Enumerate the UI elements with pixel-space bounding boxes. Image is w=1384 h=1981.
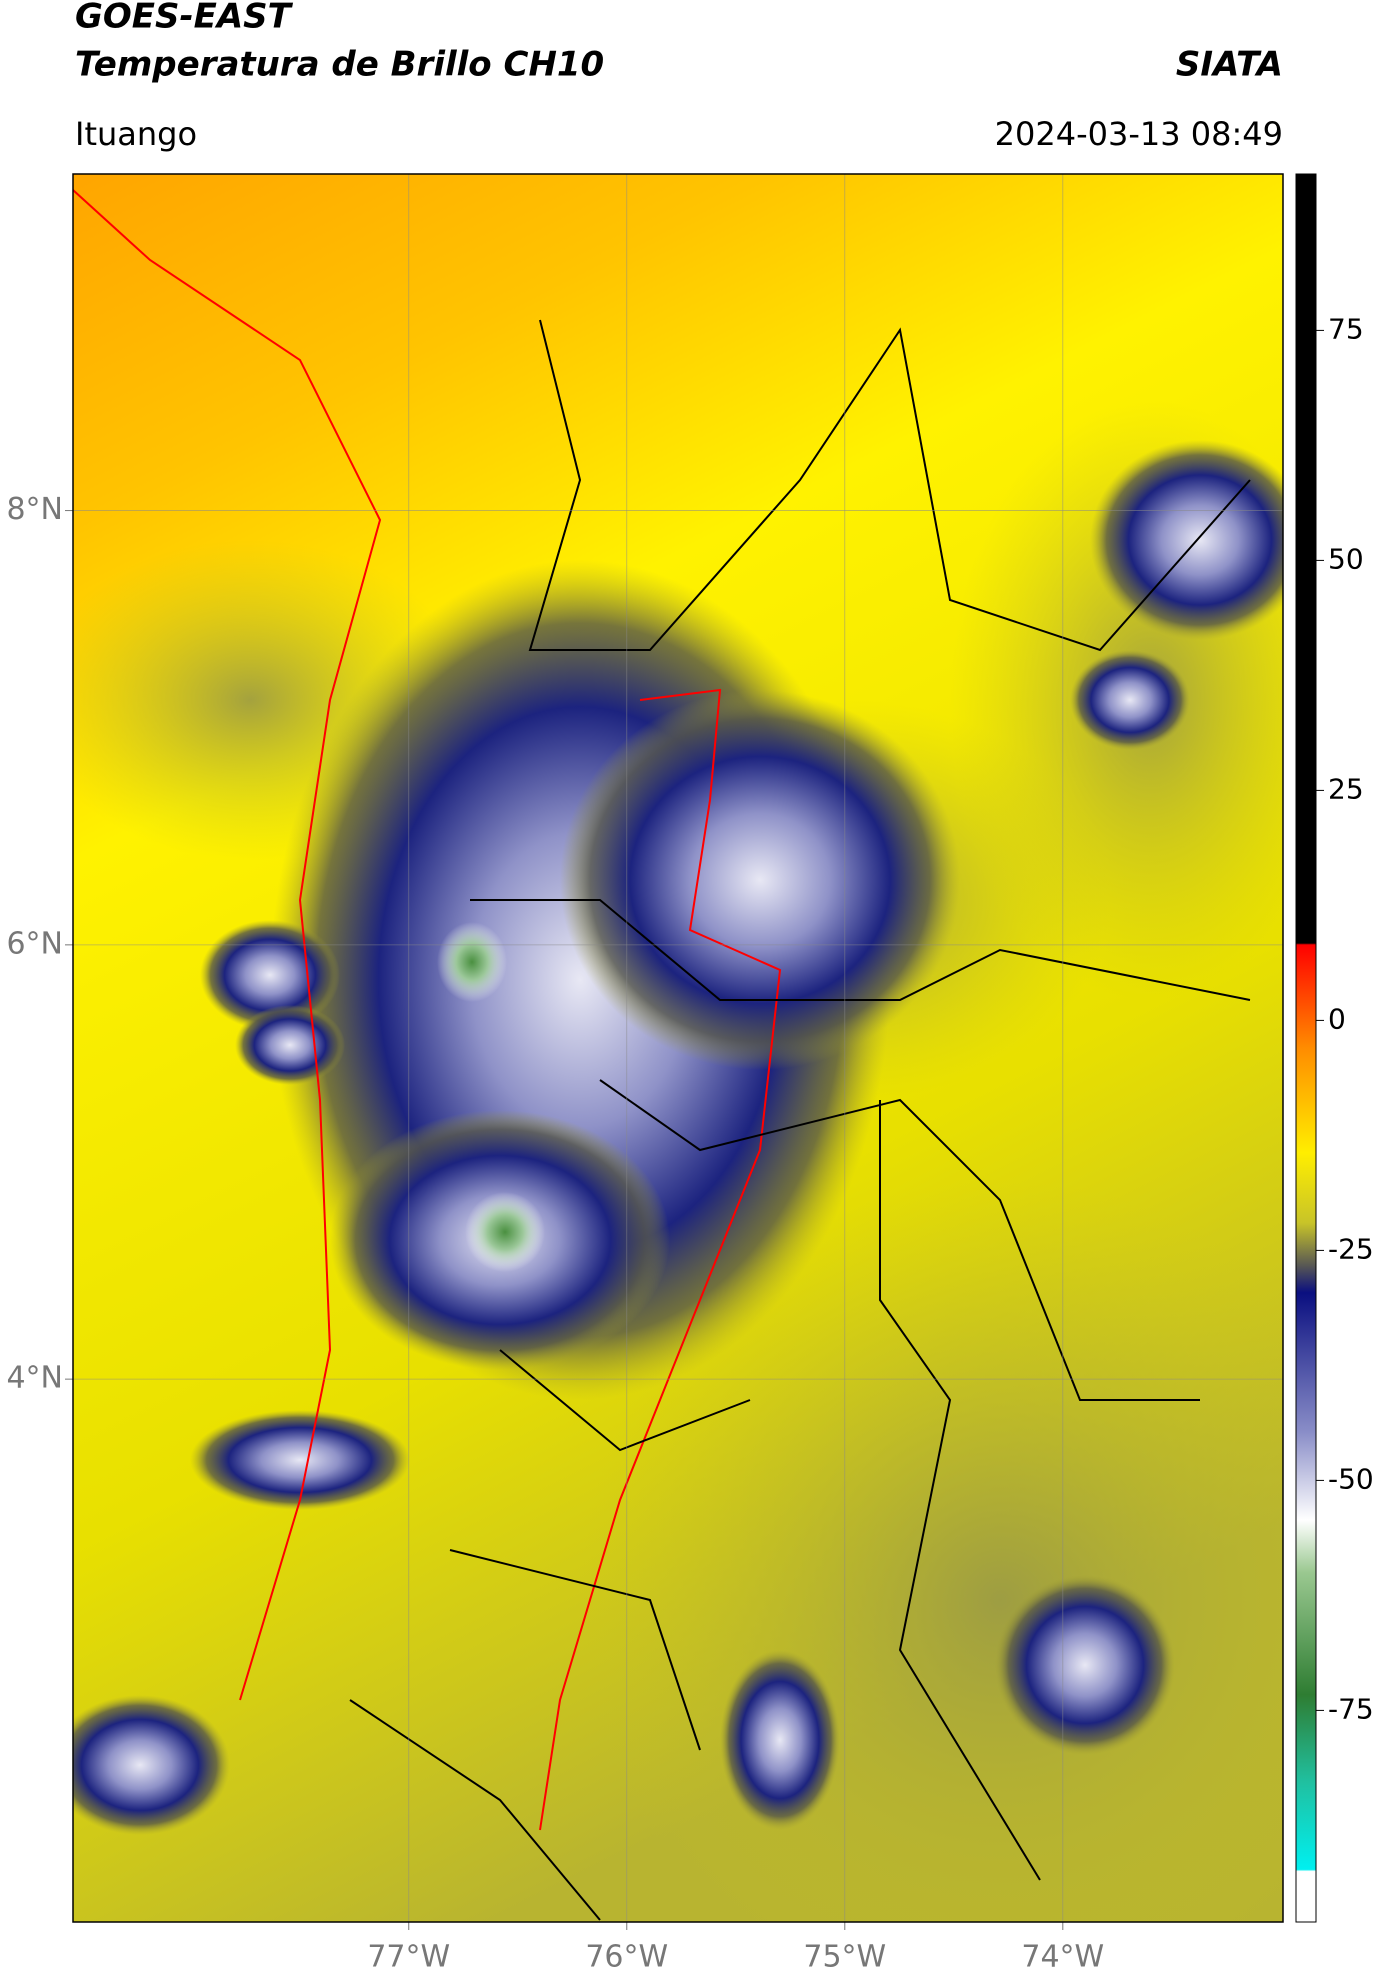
admin-border <box>349 319 1251 1921</box>
cloud <box>720 1650 840 1830</box>
title: GOES-EAST <box>75 0 294 37</box>
colorbar-label: 50 <box>1328 542 1364 575</box>
y-tick-label: 4°N <box>6 1361 63 1396</box>
x-tick-label: 75°W <box>803 1940 886 1975</box>
coastline <box>73 189 382 1701</box>
source: SIATA <box>1176 45 1283 85</box>
department-border <box>539 688 782 1831</box>
y-tick-label: 8°N <box>6 492 63 527</box>
cold-core <box>465 1192 545 1272</box>
colorbar-label: 75 <box>1328 312 1364 345</box>
colorbar-label: -25 <box>1328 1232 1374 1265</box>
cloud <box>560 690 960 1070</box>
satellite-image <box>73 174 1283 1922</box>
cloud <box>1070 650 1190 750</box>
subtitle: Temperatura de Brillo CH10 <box>75 45 604 85</box>
cloud <box>1090 440 1283 640</box>
datetime: 2024-03-13 08:49 <box>995 115 1283 153</box>
x-tick-label: 76°W <box>585 1940 668 1975</box>
cloud <box>73 1695 230 1835</box>
colorbar-label: 0 <box>1328 1002 1346 1035</box>
y-tick-label: 6°N <box>6 926 63 961</box>
cloud <box>235 1005 345 1085</box>
colorbar-label: -75 <box>1328 1692 1374 1725</box>
colorbar-label: 25 <box>1328 772 1364 805</box>
location: Ituango <box>75 115 197 153</box>
cold-core <box>437 922 507 1002</box>
cloud <box>190 1410 410 1510</box>
colorbar <box>1295 173 1317 1923</box>
map-frame <box>72 173 1284 1923</box>
x-tick-label: 77°W <box>367 1940 450 1975</box>
cloud <box>995 1575 1175 1755</box>
colorbar-label: -50 <box>1328 1462 1374 1495</box>
x-tick-label: 74°W <box>1021 1940 1104 1975</box>
